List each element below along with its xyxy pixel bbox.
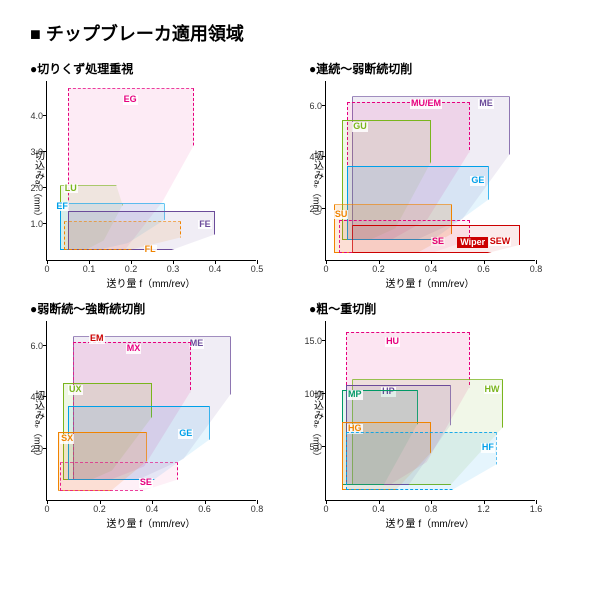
plot-area: 00.40.81.21.65.010.015.0HUHWHPMPHGHF: [325, 321, 535, 501]
chart-grid: ●切りくず処理重視切込みaₚ（mm）00.10.20.30.40.51.02.0…: [30, 60, 570, 530]
y-tick: 2.0: [23, 183, 43, 193]
plot-area: 00.20.40.60.82.04.06.0MEMU/EMGUGESUSESEW…: [325, 81, 535, 261]
region-label: SEW: [489, 237, 512, 247]
region-label: MX: [126, 344, 142, 354]
chart-panel: ●弱断続～強断続切削切込みaₚ（mm）00.20.40.60.82.04.06.…: [30, 300, 291, 530]
region-label: ME: [478, 99, 494, 109]
region-label: UX: [68, 385, 83, 395]
region-label: LU: [64, 184, 78, 194]
x-tick: 0: [44, 264, 49, 274]
x-tick: 0.3: [167, 264, 180, 274]
y-axis-label: 切込みaₚ（mm）: [309, 321, 325, 530]
region-label: HF: [481, 443, 495, 453]
x-tick: 0.8: [530, 264, 543, 274]
y-axis-label: 切込みaₚ（mm）: [309, 81, 325, 290]
region-label: GU: [352, 122, 368, 132]
x-tick: 0.1: [83, 264, 96, 274]
y-tick: 4.0: [302, 152, 322, 162]
region-label: SU: [334, 210, 349, 220]
x-tick: 0.5: [251, 264, 264, 274]
region-label: MU/EM: [410, 99, 442, 109]
chart-region: [346, 432, 497, 490]
x-tick: 0.6: [477, 264, 490, 274]
y-tick: 2.0: [23, 444, 43, 454]
y-tick: 15.0: [302, 336, 322, 346]
y-tick: 1.0: [23, 219, 43, 229]
region-label: EF: [55, 202, 69, 212]
x-tick: 0.2: [125, 264, 138, 274]
x-tick: 0.8: [425, 504, 438, 514]
region-label: FL: [144, 245, 157, 255]
page-title: ■ チップブレーカ適用領域: [30, 20, 570, 46]
x-tick: 0.4: [372, 504, 385, 514]
y-tick: 3.0: [23, 147, 43, 157]
region-label: HW: [484, 385, 501, 395]
plot-area: 00.10.20.30.40.51.02.03.04.0EGLUEFFEFL: [46, 81, 256, 261]
y-tick: 6.0: [23, 341, 43, 351]
y-axis-label: 切込みaₚ（mm）: [30, 321, 46, 530]
region-label: HG: [347, 424, 363, 434]
chart-region: [60, 462, 178, 490]
y-tick: 10.0: [302, 389, 322, 399]
x-tick: 0: [323, 264, 328, 274]
x-tick: 0.6: [198, 504, 211, 514]
x-tick: 0.8: [251, 504, 264, 514]
region-label: Wiper: [457, 237, 488, 249]
panel-title: ●弱断続～強断続切削: [30, 300, 291, 317]
x-tick: 0.4: [425, 264, 438, 274]
x-axis-label: 送り量 f（mm/rev）: [325, 515, 535, 530]
y-tick: 4.0: [23, 392, 43, 402]
chart-panel: ●粗～重切削切込みaₚ（mm）00.40.81.21.65.010.015.0H…: [309, 300, 570, 530]
region-label: EG: [123, 95, 138, 105]
y-tick: 4.0: [23, 111, 43, 121]
x-tick: 1.2: [477, 504, 490, 514]
y-tick: 2.0: [302, 204, 322, 214]
chart-panel: ●連続～弱断続切削切込みaₚ（mm）00.20.40.60.82.04.06.0…: [309, 60, 570, 290]
chart-panel: ●切りくず処理重視切込みaₚ（mm）00.10.20.30.40.51.02.0…: [30, 60, 291, 290]
region-label: SX: [60, 434, 74, 444]
x-tick: 0: [323, 504, 328, 514]
region-label: HU: [385, 337, 400, 347]
region-label: GE: [470, 176, 485, 186]
x-tick: 0: [44, 504, 49, 514]
region-label: FE: [198, 220, 212, 230]
panel-title: ●粗～重切削: [309, 300, 570, 317]
x-tick: 0.4: [146, 504, 159, 514]
region-label: SE: [139, 478, 153, 488]
x-tick: 0.2: [372, 264, 385, 274]
x-axis-label: 送り量 f（mm/rev）: [325, 275, 535, 290]
region-label: GE: [178, 429, 193, 439]
region-label: EM: [89, 334, 105, 344]
panel-title: ●切りくず処理重視: [30, 60, 291, 77]
plot-area: 00.20.40.60.82.04.06.0MEMXEMUXGESXSE: [46, 321, 256, 501]
y-tick: 6.0: [302, 101, 322, 111]
x-axis-label: 送り量 f（mm/rev）: [46, 275, 256, 290]
y-tick: 5.0: [302, 442, 322, 452]
x-tick: 1.6: [530, 504, 543, 514]
panel-title: ●連続～弱断続切削: [309, 60, 570, 77]
region-label: MP: [347, 390, 363, 400]
x-tick: 0.4: [209, 264, 222, 274]
x-tick: 0.2: [93, 504, 106, 514]
x-axis-label: 送り量 f（mm/rev）: [46, 515, 256, 530]
